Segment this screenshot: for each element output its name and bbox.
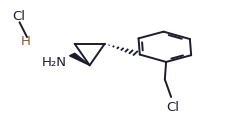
Text: H₂N: H₂N [42,56,67,69]
Text: Cl: Cl [12,10,25,23]
Polygon shape [70,53,90,65]
Text: H: H [21,35,31,48]
Text: Cl: Cl [166,101,179,114]
